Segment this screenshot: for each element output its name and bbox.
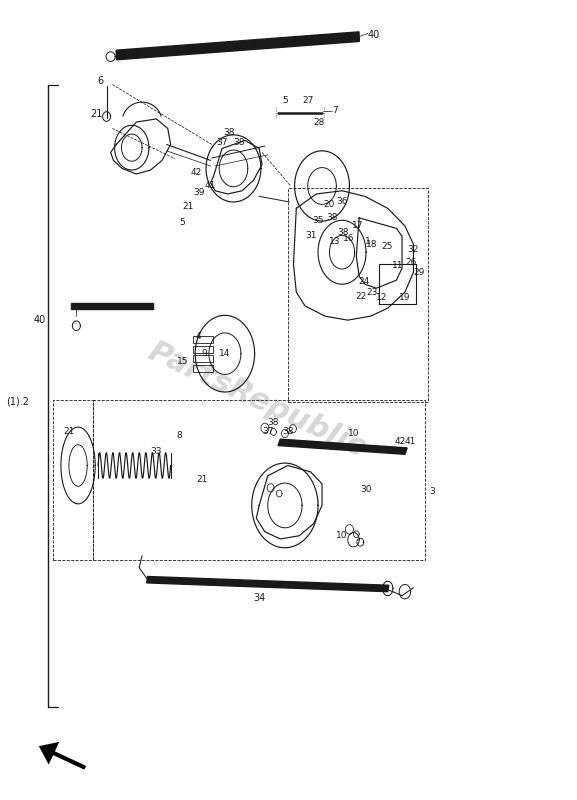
Text: 42: 42 — [191, 168, 202, 177]
Polygon shape — [278, 439, 407, 454]
Text: 7: 7 — [332, 106, 338, 115]
Text: 22: 22 — [356, 292, 367, 301]
Text: 27: 27 — [302, 96, 313, 105]
Text: 9: 9 — [201, 349, 207, 358]
Text: 33: 33 — [151, 447, 162, 457]
Text: 42: 42 — [395, 437, 406, 446]
Text: 5: 5 — [179, 218, 185, 227]
Text: 41: 41 — [205, 182, 216, 190]
Text: PartsRepublic: PartsRepublic — [143, 337, 369, 463]
Text: 37: 37 — [262, 427, 273, 437]
Text: 21: 21 — [182, 202, 193, 211]
Text: 18: 18 — [366, 240, 377, 249]
Text: 38: 38 — [326, 214, 338, 222]
Polygon shape — [70, 302, 153, 309]
Text: 39: 39 — [193, 188, 205, 197]
Text: 11: 11 — [392, 262, 404, 270]
Text: 41: 41 — [405, 437, 416, 446]
Text: 8: 8 — [177, 431, 182, 441]
Text: 17: 17 — [353, 222, 364, 230]
Text: 40: 40 — [34, 315, 46, 325]
Text: 5: 5 — [282, 96, 288, 105]
Text: 38: 38 — [268, 418, 279, 427]
Text: 21: 21 — [196, 475, 208, 484]
Text: 10: 10 — [336, 531, 348, 540]
Text: 38: 38 — [338, 228, 349, 237]
Text: 29: 29 — [413, 268, 424, 277]
Text: 35: 35 — [312, 216, 324, 225]
Text: 14: 14 — [219, 349, 231, 358]
Text: 30: 30 — [360, 485, 372, 494]
Text: 15: 15 — [178, 357, 189, 366]
Text: 28: 28 — [313, 118, 325, 126]
Text: 4: 4 — [195, 332, 201, 341]
Text: 6: 6 — [98, 75, 103, 86]
Text: 20: 20 — [324, 200, 335, 209]
Text: (1).2: (1).2 — [6, 397, 29, 406]
Text: 12: 12 — [376, 294, 388, 302]
Text: 19: 19 — [399, 294, 411, 302]
Text: 32: 32 — [407, 246, 418, 254]
Text: 26: 26 — [405, 258, 416, 267]
Text: 40: 40 — [368, 30, 380, 40]
Text: 21: 21 — [63, 427, 74, 437]
Text: 16: 16 — [343, 234, 355, 243]
Text: 38: 38 — [234, 138, 245, 147]
Text: 36: 36 — [336, 198, 348, 206]
Text: 31: 31 — [305, 231, 316, 240]
Polygon shape — [116, 32, 359, 60]
Text: 23: 23 — [366, 288, 377, 297]
Text: 13: 13 — [329, 238, 341, 246]
Text: 38: 38 — [224, 128, 235, 137]
Text: 24: 24 — [358, 278, 369, 286]
Polygon shape — [147, 577, 389, 592]
Text: 3: 3 — [429, 487, 435, 496]
Text: 25: 25 — [381, 242, 392, 251]
Text: 21: 21 — [90, 109, 103, 119]
Text: 1: 1 — [365, 238, 371, 246]
Text: 10: 10 — [348, 429, 359, 438]
Text: 38: 38 — [282, 427, 294, 437]
Text: 34: 34 — [253, 593, 265, 603]
Text: 37: 37 — [216, 138, 228, 147]
